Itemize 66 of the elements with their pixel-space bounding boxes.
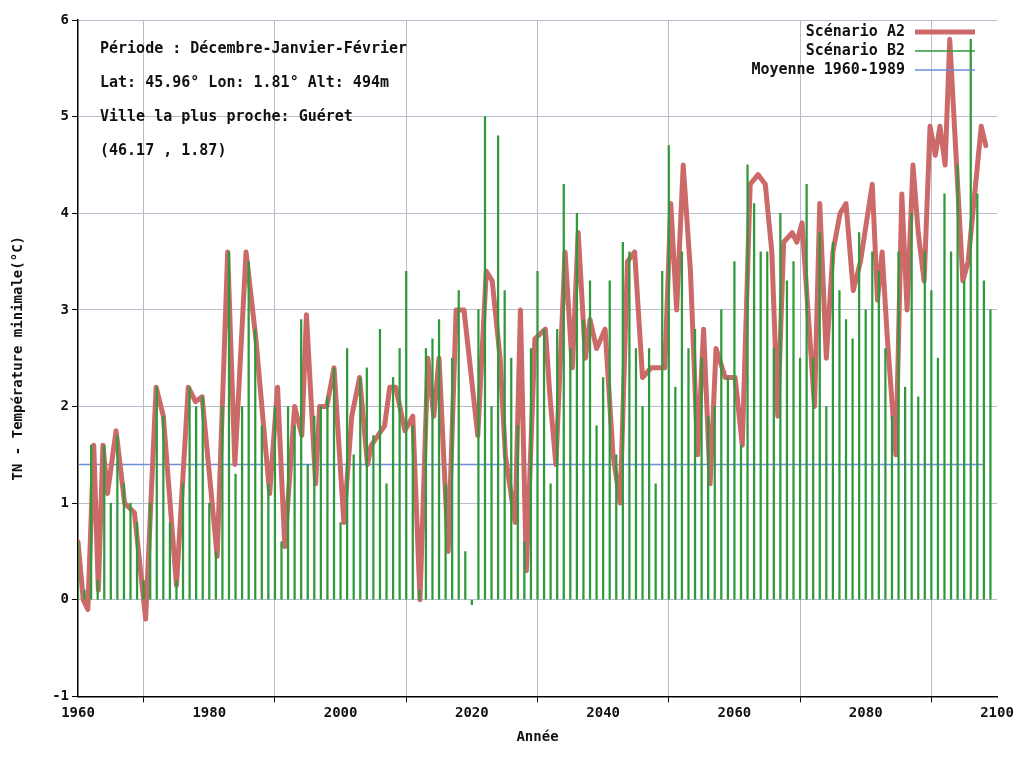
bar (372, 435, 375, 600)
legend-label: Scénario A2 (805, 21, 905, 40)
bar (83, 589, 86, 600)
bar (418, 589, 421, 600)
y-tick-label: 5 (60, 107, 69, 124)
y-tick-label: 3 (60, 300, 69, 317)
bar (280, 541, 283, 600)
bar (96, 580, 99, 600)
x-tick-label: 1980 (192, 704, 227, 721)
x-tick-label: 2060 (717, 704, 752, 721)
bar (779, 212, 782, 600)
x-tick-label: 2100 (980, 704, 1014, 721)
bar (142, 580, 145, 600)
bar (477, 309, 480, 600)
annotation: Lat: 45.96° Lon: 1.81° Alt: 494m (100, 72, 389, 91)
x-tick-label: 2000 (323, 704, 358, 721)
bar (582, 319, 585, 600)
bar (897, 251, 900, 600)
y-tick-label: 6 (60, 10, 69, 27)
bar (490, 406, 493, 600)
bar (470, 599, 473, 605)
bar (549, 483, 552, 600)
bar (792, 261, 795, 600)
bar (326, 396, 329, 600)
bar (188, 386, 191, 600)
annotation: Ville la plus proche: Guéret (100, 106, 353, 125)
bar (116, 435, 119, 600)
bar (989, 309, 992, 600)
x-tick-label: 1960 (61, 704, 95, 721)
bar (129, 502, 132, 600)
y-tick-label: -1 (52, 687, 69, 704)
bar (746, 164, 749, 600)
bar (536, 270, 539, 600)
legend-label: Scénario B2 (805, 40, 905, 59)
bar (628, 251, 631, 600)
y-tick-label: 0 (60, 590, 69, 607)
x-tick-label: 2020 (455, 704, 489, 721)
bar (234, 473, 237, 600)
legend-label: Moyenne 1960-1989 (751, 59, 905, 78)
x-tick-label: 2040 (586, 704, 620, 721)
x-tick-label: 2080 (848, 704, 883, 721)
bar (851, 338, 854, 600)
bar (339, 522, 342, 600)
bar (641, 406, 644, 600)
bar (175, 580, 178, 600)
bar (884, 348, 887, 600)
bar (444, 483, 447, 600)
bar (838, 290, 841, 600)
bar (523, 541, 526, 600)
annotation: Période : Décembre-Janvier-Février (100, 38, 408, 57)
bar (733, 261, 736, 600)
bar (385, 483, 388, 600)
bar (293, 425, 296, 600)
x-axis-title: Année (516, 728, 559, 745)
bar (687, 348, 690, 600)
bar (700, 357, 703, 600)
annotation: (46.17 , 1.87) (100, 140, 227, 159)
bar (431, 338, 434, 600)
bar (221, 406, 224, 600)
bar (595, 425, 598, 600)
y-axis-title: TN - Température minimale(°C) (9, 235, 26, 481)
y-tick-label: 1 (60, 493, 69, 510)
y-tick-label: 2 (60, 397, 69, 414)
bar (956, 164, 959, 600)
bar (943, 193, 946, 600)
y-tick-label: 4 (60, 203, 69, 220)
